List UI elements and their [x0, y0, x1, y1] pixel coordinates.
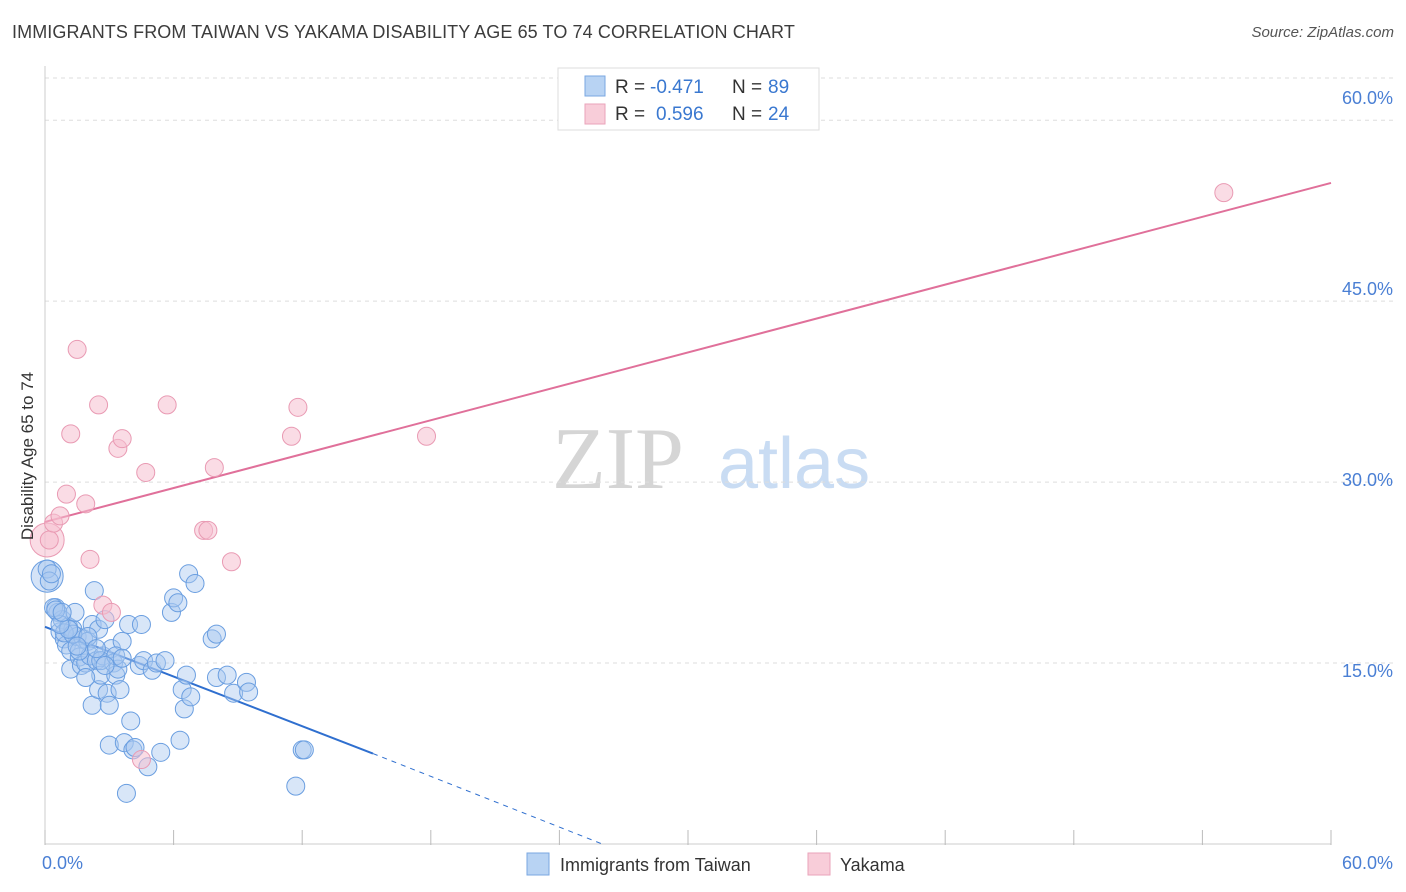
yakama-point-23	[1214, 183, 1234, 203]
taiwan-point-80	[50, 614, 70, 634]
taiwan-point-56	[170, 730, 190, 750]
taiwan-point-66	[217, 665, 237, 685]
yakama-point-13	[131, 750, 151, 770]
trend-line-taiwan	[44, 625, 374, 755]
taiwan-point-51	[151, 742, 171, 762]
taiwan-point-40	[116, 783, 136, 803]
taiwan-point-2	[41, 564, 61, 584]
taiwan-point-42	[121, 711, 141, 731]
bottom-legend-swatch-taiwan	[526, 852, 550, 876]
taiwan-point-82	[69, 641, 89, 661]
yakama-point-6	[76, 494, 96, 514]
taiwan-point-52	[155, 651, 175, 671]
series-yakama-points	[29, 183, 1234, 770]
legend-r-label-taiwan: R =	[615, 77, 645, 98]
x-min-label: 0.0%	[42, 853, 83, 873]
legend-n-label-yakama: N =	[732, 104, 762, 125]
y-tick-label-45: 45.0%	[1342, 279, 1393, 299]
taiwan-point-85	[67, 636, 87, 656]
bottom-legend: Immigrants from Taiwan Yakama	[526, 852, 906, 876]
taiwan-point-83	[95, 655, 115, 675]
yakama-point-10	[101, 602, 121, 622]
legend-r-value-taiwan: -0.471	[650, 77, 704, 98]
taiwan-point-86	[86, 639, 106, 659]
taiwan-point-69	[239, 682, 259, 702]
taiwan-point-78	[59, 619, 79, 639]
y-tick-label-15: 15.0%	[1342, 661, 1393, 681]
bottom-legend-label-taiwan: Immigrants from Taiwan	[560, 855, 751, 875]
yakama-point-22	[417, 426, 437, 446]
legend-swatch-taiwan	[584, 75, 606, 97]
trend-line-taiwan-extension	[372, 753, 603, 845]
y-axis-title: Disability Age 65 to 74	[18, 372, 37, 540]
taiwan-point-27	[91, 665, 111, 685]
watermark-atlas: atlas	[718, 424, 870, 504]
legend-n-value-taiwan: 89	[768, 77, 789, 98]
legend-r-value-yakama: 0.596	[656, 104, 704, 125]
bottom-legend-label-yakama: Yakama	[840, 855, 906, 875]
taiwan-point-23	[84, 581, 104, 601]
yakama-point-18	[204, 458, 224, 478]
taiwan-point-38	[112, 631, 132, 651]
axes	[44, 66, 1332, 845]
taiwan-point-46	[131, 614, 151, 634]
legend: R = -0.471 N = 89 R = 0.596 N = 24	[557, 67, 820, 131]
trend-line-yakama	[44, 181, 1332, 523]
legend-r-label-yakama: R =	[615, 104, 645, 125]
yakama-point-14	[136, 462, 156, 482]
taiwan-point-68	[236, 672, 256, 692]
yakama-point-7	[80, 549, 100, 569]
yakama-point-2	[50, 506, 70, 526]
taiwan-point-67	[224, 683, 244, 703]
taiwan-point-62	[185, 573, 205, 593]
taiwan-point-61	[181, 687, 201, 707]
legend-swatch-yakama	[584, 103, 606, 125]
yakama-point-19	[221, 552, 241, 572]
yakama-point-4	[61, 424, 81, 444]
yakama-point-8	[89, 395, 109, 415]
yakama-point-5	[67, 339, 87, 359]
series-taiwan-points	[30, 559, 314, 803]
taiwan-point-1	[39, 571, 59, 591]
yakama-point-20	[281, 426, 301, 446]
taiwan-point-37	[110, 680, 130, 700]
watermark-zip: ZIP	[552, 411, 684, 508]
legend-n-label-taiwan: N =	[732, 77, 762, 98]
taiwan-point-72	[294, 740, 314, 760]
chart-title: IMMIGRANTS FROM TAIWAN VS YAKAMA DISABIL…	[12, 22, 795, 42]
taiwan-point-60	[179, 564, 199, 584]
legend-n-value-yakama: 24	[768, 104, 790, 125]
y-tick-label-60: 60.0%	[1342, 88, 1393, 108]
yakama-point-15	[157, 395, 177, 415]
taiwan-point-58	[174, 699, 194, 719]
yakama-point-17	[198, 520, 218, 540]
taiwan-point-25	[89, 619, 109, 639]
taiwan-point-73	[44, 598, 64, 618]
taiwan-point-31	[99, 695, 119, 715]
taiwan-point-64	[206, 624, 226, 644]
y-tick-label-30: 30.0%	[1342, 470, 1393, 490]
taiwan-point-32	[99, 735, 119, 755]
taiwan-point-79	[76, 668, 96, 688]
taiwan-point-88	[52, 602, 72, 622]
taiwan-point-70	[286, 776, 306, 796]
taiwan-point-30	[97, 683, 117, 703]
yakama-point-21	[288, 397, 308, 417]
yakama-point-3	[56, 484, 76, 504]
source-label: Source: ZipAtlas.com	[1251, 24, 1394, 41]
yakama-point-12	[112, 429, 132, 449]
taiwan-point-53	[161, 602, 181, 622]
trend-lines	[44, 181, 1332, 845]
taiwan-point-21	[82, 614, 102, 634]
x-max-label: 60.0%	[1342, 853, 1393, 873]
gridlines	[45, 77, 1393, 664]
taiwan-point-59	[176, 665, 196, 685]
taiwan-point-87	[112, 648, 132, 668]
yakama-point-0	[39, 530, 59, 550]
bottom-legend-swatch-yakama	[807, 852, 831, 876]
taiwan-point-55	[168, 593, 188, 613]
